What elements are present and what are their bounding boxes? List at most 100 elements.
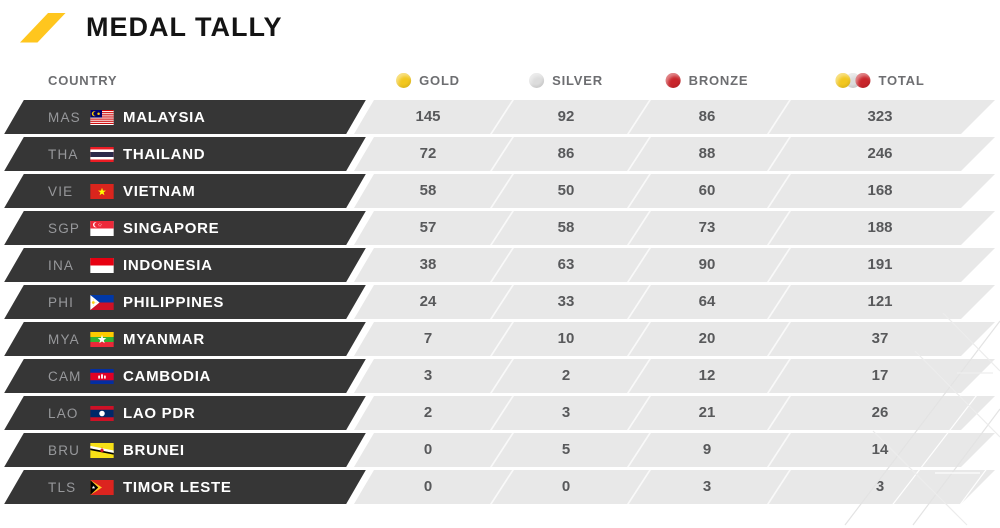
gold-count: 58 bbox=[419, 182, 437, 199]
row-stripe bbox=[354, 211, 995, 245]
total-column-label: TOTAL bbox=[878, 72, 925, 88]
table-row: BRU BRUNEI 0 5 9 14 bbox=[0, 433, 1000, 467]
country-code: VIE bbox=[48, 183, 74, 199]
silver-count: 2 bbox=[561, 367, 571, 384]
flag-vietnam-icon bbox=[90, 183, 114, 199]
page-header: MEDAL TALLY bbox=[20, 12, 283, 43]
country-cell: PHI PHILIPPINES bbox=[48, 285, 224, 319]
country-code: LAO bbox=[48, 405, 79, 421]
country-cell: INA INDONESIA bbox=[48, 248, 213, 282]
flag-thailand-icon bbox=[90, 146, 114, 162]
country-cell: VIE VIETNAM bbox=[48, 174, 195, 208]
bronze-count: 60 bbox=[698, 182, 716, 199]
country-name: MALAYSIA bbox=[123, 108, 206, 126]
country-name: VIETNAM bbox=[123, 182, 196, 200]
accent-slash-icon bbox=[20, 12, 66, 43]
total-count: 17 bbox=[871, 367, 889, 384]
country-cell: THA THAILAND bbox=[48, 137, 205, 171]
country-name: INDONESIA bbox=[123, 256, 213, 274]
table-row: INA INDONESIA 38 63 90 191 bbox=[0, 248, 1000, 282]
country-code: CAM bbox=[48, 368, 82, 384]
country-name: PHILIPPINES bbox=[123, 293, 225, 311]
flag-cambodia-icon bbox=[90, 368, 114, 384]
country-code: BRU bbox=[48, 442, 81, 458]
country-code: THA bbox=[48, 146, 79, 162]
total-count: 37 bbox=[871, 330, 889, 347]
total-column-header: TOTAL bbox=[835, 67, 924, 93]
row-stripe bbox=[354, 137, 995, 171]
bronze-medal-icon bbox=[855, 72, 871, 88]
gold-count: 145 bbox=[415, 108, 441, 125]
total-count: 188 bbox=[867, 219, 893, 236]
flag-indonesia-icon bbox=[90, 257, 114, 273]
silver-count: 33 bbox=[557, 293, 575, 310]
silver-column-header: SILVER bbox=[529, 67, 603, 93]
silver-count: 10 bbox=[557, 330, 575, 347]
silver-count: 3 bbox=[561, 404, 571, 421]
gold-count: 7 bbox=[423, 330, 433, 347]
bronze-count: 3 bbox=[702, 478, 712, 495]
bronze-count: 73 bbox=[698, 219, 716, 236]
country-cell: TLS TIMOR LESTE bbox=[48, 470, 232, 504]
country-code: SGP bbox=[48, 220, 81, 236]
country-code: INA bbox=[48, 257, 75, 273]
country-name: TIMOR LESTE bbox=[123, 478, 232, 496]
country-cell: MAS MALAYSIA bbox=[48, 100, 206, 134]
table-header: COUNTRY GOLD SILVER BRONZE TOTAL bbox=[0, 67, 1000, 93]
country-name: CAMBODIA bbox=[123, 367, 212, 385]
gold-count: 24 bbox=[419, 293, 437, 310]
bronze-column-label: BRONZE bbox=[688, 72, 749, 88]
bronze-count: 20 bbox=[698, 330, 716, 347]
row-stripe bbox=[354, 285, 995, 319]
table-row: THA THAILAND 72 86 88 246 bbox=[0, 137, 1000, 171]
medal-table-body: MAS MALAYSIA 145 92 86 323 THA THAILAND 72 86 88 24… bbox=[0, 100, 1000, 507]
table-row: MAS MALAYSIA 145 92 86 323 bbox=[0, 100, 1000, 134]
total-count: 191 bbox=[867, 256, 893, 273]
silver-count: 92 bbox=[557, 108, 575, 125]
flag-timorleste-icon bbox=[90, 479, 114, 495]
silver-count: 5 bbox=[561, 441, 571, 458]
silver-column-label: SILVER bbox=[552, 72, 603, 88]
bronze-count: 12 bbox=[698, 367, 716, 384]
country-cell: CAM CAMBODIA bbox=[48, 359, 211, 393]
table-row: SGP SINGAPORE 57 58 73 188 bbox=[0, 211, 1000, 245]
country-name: THAILAND bbox=[123, 145, 206, 163]
gold-count: 72 bbox=[419, 145, 437, 162]
row-stripe bbox=[354, 248, 995, 282]
gold-medal-icon bbox=[396, 72, 412, 88]
country-name: LAO PDR bbox=[123, 404, 196, 422]
table-row: LAO LAO PDR 2 3 21 26 bbox=[0, 396, 1000, 430]
page-title: MEDAL TALLY bbox=[86, 12, 283, 42]
flag-malaysia-icon bbox=[90, 109, 114, 125]
country-cell: SGP SINGAPORE bbox=[48, 211, 219, 245]
row-stripe bbox=[354, 174, 995, 208]
table-row: PHI PHILIPPINES 24 33 64 121 bbox=[0, 285, 1000, 319]
country-code: PHI bbox=[48, 294, 75, 310]
row-stripe bbox=[354, 100, 995, 134]
country-code: MYA bbox=[48, 331, 80, 347]
bronze-count: 90 bbox=[698, 256, 716, 273]
bronze-count: 64 bbox=[698, 293, 716, 310]
flag-brunei-icon bbox=[90, 442, 114, 458]
silver-count: 50 bbox=[557, 182, 575, 199]
bronze-column-header: BRONZE bbox=[665, 67, 749, 93]
country-column-header: COUNTRY bbox=[48, 73, 118, 88]
country-code: TLS bbox=[48, 479, 77, 495]
table-row: MYA MYANMAR 7 10 20 37 bbox=[0, 322, 1000, 356]
total-count: 14 bbox=[871, 441, 889, 458]
gold-count: 2 bbox=[423, 404, 433, 421]
flag-myanmar-icon bbox=[90, 331, 114, 347]
silver-count: 0 bbox=[561, 478, 571, 495]
country-cell: BRU BRUNEI bbox=[48, 433, 185, 467]
bronze-count: 86 bbox=[698, 108, 716, 125]
flag-philippines-icon bbox=[90, 294, 114, 310]
silver-count: 63 bbox=[557, 256, 575, 273]
gold-count: 0 bbox=[423, 478, 433, 495]
total-count: 168 bbox=[867, 182, 893, 199]
gold-count: 57 bbox=[419, 219, 437, 236]
total-count: 246 bbox=[867, 145, 893, 162]
gold-count: 0 bbox=[423, 441, 433, 458]
table-row: TLS TIMOR LESTE 0 0 3 3 bbox=[0, 470, 1000, 504]
gold-count: 3 bbox=[423, 367, 433, 384]
